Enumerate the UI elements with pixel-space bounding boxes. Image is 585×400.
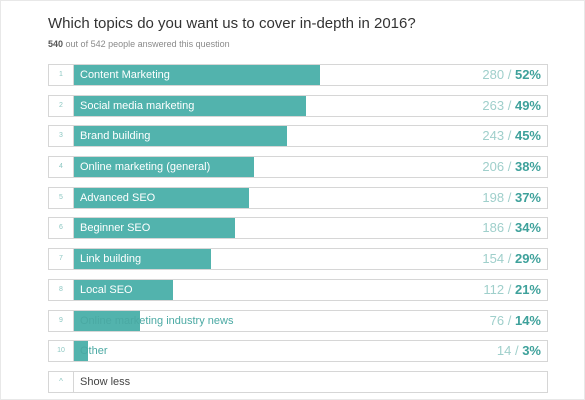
answer-row: 3 Brand building 243 / 45% [48, 125, 548, 148]
answer-bar-track: Advanced SEO 198 / 37% [74, 187, 547, 208]
answer-stat: 112 / 21% [483, 280, 541, 300]
answer-stat: 186 / 34% [482, 218, 541, 238]
question-title: Which topics do you want us to cover in-… [48, 15, 416, 32]
answer-stat: 14 / 3% [497, 341, 541, 361]
answer-count: 280 [482, 67, 505, 82]
answer-count: 186 [482, 220, 505, 236]
answer-percent: 3% [522, 343, 541, 359]
answer-bar [74, 341, 89, 362]
answered-rest: out of 542 people answered this question [65, 39, 230, 49]
answered-count: 540 [48, 39, 64, 49]
answer-bar-track: Online marketing industry news 76 / 14% [74, 310, 547, 331]
answer-stat: 206 / 38% [482, 157, 541, 177]
answer-percent: 49% [514, 97, 541, 113]
answer-row: 7 Link building 154 / 29% [48, 248, 548, 271]
answer-percent: 29% [514, 251, 541, 267]
answer-rank: 6 [49, 218, 74, 239]
answer-label: Beginner SEO [80, 222, 151, 235]
answer-stat: 263 / 49% [482, 96, 541, 116]
answer-count: 76 [489, 312, 505, 328]
answer-bar-track: Beginner SEO 186 / 34% [74, 218, 547, 239]
caret-up-icon: ^ [49, 371, 74, 392]
answer-rank: 5 [49, 187, 74, 208]
stat-separator: / [504, 67, 515, 82]
answer-count: 206 [482, 159, 505, 175]
answer-bar-track: Link building 154 / 29% [74, 249, 547, 270]
answer-count: 198 [482, 189, 505, 205]
answer-label: Content Marketing [80, 69, 170, 81]
answer-bar-track: Content Marketing 280 / 52% [74, 65, 547, 85]
answer-bar-track: Other 14 / 3% [74, 341, 547, 362]
answer-rank: 3 [49, 126, 74, 147]
answer-row: 1 Content Marketing 280 / 52% [48, 64, 548, 86]
answer-percent: 45% [514, 128, 541, 144]
answer-bar [74, 126, 287, 147]
answer-bar [74, 95, 306, 116]
answer-stat: 154 / 29% [482, 249, 541, 269]
answer-label: Brand building [80, 130, 151, 143]
answer-rank: 9 [49, 310, 74, 331]
answer-bar-track: Local SEO 112 / 21% [74, 279, 547, 300]
answer-percent: 37% [514, 189, 541, 205]
answer-bar-track: Online marketing (general) 206 / 38% [74, 157, 547, 178]
answer-bar [74, 249, 212, 270]
answer-count: 263 [482, 97, 505, 113]
answer-row: 8 Local SEO 112 / 21% [48, 278, 548, 301]
answer-count: 112 [483, 281, 505, 297]
stat-separator: / [504, 251, 515, 267]
answer-percent: 38% [514, 159, 541, 175]
answer-bar [74, 279, 174, 300]
stat-separator: / [504, 220, 515, 236]
answer-rank: 4 [49, 157, 74, 178]
answer-stat: 280 / 52% [482, 65, 541, 85]
answered-summary: 540 out of 542 people answered this ques… [48, 39, 230, 49]
answer-stat: 76 / 14% [490, 311, 541, 331]
answer-row: 9 Online marketing industry news 76 / 14% [48, 309, 548, 332]
answer-rank: 1 [49, 65, 74, 85]
answer-rank: 10 [49, 341, 74, 362]
answer-rank: 2 [49, 95, 74, 116]
answer-row: 2 Social media marketing 263 / 49% [48, 94, 548, 117]
answer-label: Online marketing industry news [80, 314, 234, 327]
show-less-button[interactable]: ^ Show less [48, 370, 548, 393]
stat-separator: / [504, 189, 515, 205]
answer-row: 10 Other 14 / 3% [48, 340, 548, 363]
answer-percent: 14% [514, 312, 541, 328]
answer-bar [74, 65, 320, 85]
answer-stat: 198 / 37% [482, 188, 541, 208]
answer-stat: 243 / 45% [482, 126, 541, 146]
answer-count: 154 [482, 251, 505, 267]
answer-label: Other [80, 345, 108, 358]
stat-separator: / [504, 159, 515, 175]
stat-separator: / [504, 312, 515, 328]
answer-bar [74, 187, 249, 208]
answer-rank: 7 [49, 249, 74, 270]
stat-separator: / [504, 97, 515, 113]
answer-label: Social media marketing [80, 99, 195, 112]
answer-percent: 52% [514, 67, 541, 82]
answer-bar [74, 218, 235, 239]
stat-separator: / [504, 281, 515, 297]
answer-percent: 34% [514, 220, 541, 236]
answer-bar [74, 157, 254, 178]
show-less-label: Show less [80, 375, 131, 388]
answer-bar [74, 310, 141, 331]
answer-row: 5 Advanced SEO 198 / 37% [48, 186, 548, 209]
answer-label: Online marketing (general) [80, 161, 211, 174]
answer-label: Link building [80, 253, 142, 266]
answer-bar-track: Brand building 243 / 45% [74, 126, 547, 147]
stat-separator: / [504, 128, 515, 144]
answer-row: 4 Online marketing (general) 206 / 38% [48, 156, 548, 179]
answer-count: 14 [496, 343, 512, 359]
answer-row: 6 Beginner SEO 186 / 34% [48, 217, 548, 240]
answer-percent: 21% [514, 281, 541, 297]
answer-bar-track: Social media marketing 263 / 49% [74, 95, 547, 116]
answer-label: Advanced SEO [80, 191, 156, 204]
answer-count: 243 [482, 128, 505, 144]
answer-list: 1 Content Marketing 280 / 52% 2 Social media… [48, 64, 548, 393]
stat-separator: / [511, 343, 523, 359]
answer-label: Local SEO [80, 283, 133, 296]
answer-rank: 8 [49, 279, 74, 300]
